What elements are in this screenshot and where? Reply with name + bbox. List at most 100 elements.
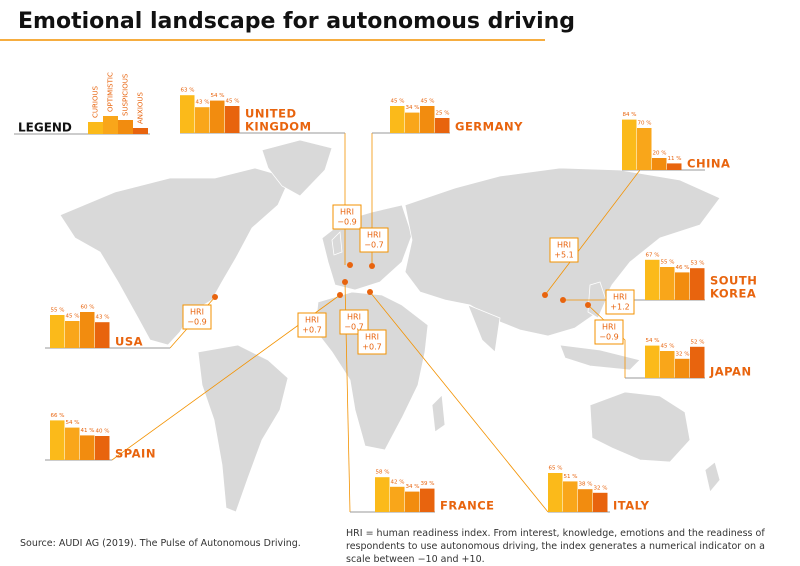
value-label: 63 % <box>181 88 195 94</box>
location-dot <box>560 297 566 303</box>
country-name: JAPAN <box>709 365 752 379</box>
bar <box>690 268 705 300</box>
bar <box>675 358 690 378</box>
hri-box <box>359 227 389 253</box>
value-label: 55 % <box>51 308 65 314</box>
value-label: 52 % <box>691 339 705 345</box>
location-dot <box>585 302 591 308</box>
value-label: 40 % <box>96 429 110 435</box>
country-name: KINGDOM <box>245 120 312 134</box>
hri-label: HRI <box>365 333 379 342</box>
bar <box>660 267 675 300</box>
hri-box <box>357 329 387 355</box>
hri-label: HRI <box>613 293 627 302</box>
value-label: 11 % <box>668 156 682 162</box>
bar <box>225 106 240 133</box>
bar <box>652 158 667 170</box>
bar <box>405 112 420 133</box>
hri-label: HRI <box>602 323 616 332</box>
hri-box <box>605 289 635 315</box>
bar <box>65 321 80 348</box>
country-name: USA <box>115 335 143 349</box>
bar <box>405 491 420 512</box>
bar <box>645 259 660 300</box>
value-label: 20 % <box>653 151 667 157</box>
country-name: CHINA <box>687 157 730 171</box>
country-name: KOREA <box>710 287 756 301</box>
hri-value: +0.7 <box>302 326 321 335</box>
value-label: 70 % <box>638 121 652 127</box>
value-label: 34 % <box>406 105 420 111</box>
value-label: 39 % <box>421 481 435 487</box>
bar <box>210 100 225 133</box>
value-label: 45 % <box>421 99 435 105</box>
value-label: 84 % <box>623 112 637 118</box>
world-map <box>59 139 721 513</box>
bar <box>180 95 195 133</box>
source: Source: AUDI AG (2019). The Pulse of Aut… <box>20 538 301 549</box>
country-name: UNITED <box>245 107 297 121</box>
legend-label: ANXIOUS <box>137 91 145 124</box>
bar <box>578 489 593 512</box>
bar <box>435 118 450 133</box>
location-dot <box>212 294 218 300</box>
hri-box <box>332 204 362 230</box>
bar <box>95 436 110 460</box>
location-dot <box>337 292 343 298</box>
hri-label: HRI <box>557 241 571 250</box>
country-name: SPAIN <box>115 447 156 461</box>
location-dot <box>342 279 348 285</box>
bar <box>420 106 435 133</box>
value-label: 51 % <box>564 474 578 480</box>
legend-swatch <box>133 128 148 134</box>
bar <box>195 107 210 133</box>
hri-value: −0.9 <box>337 218 356 227</box>
legend-label: CURIOUS <box>92 85 100 118</box>
value-label: 54 % <box>646 338 660 344</box>
value-label: 46 % <box>676 265 690 271</box>
location-dot <box>347 262 353 268</box>
location-dot <box>367 289 373 295</box>
bar <box>50 420 65 460</box>
bar <box>375 477 390 512</box>
value-label: 25 % <box>436 111 450 117</box>
hri-value: +5.1 <box>554 251 573 260</box>
hri-label: HRI <box>367 231 381 240</box>
bar <box>690 346 705 378</box>
hri-value: −0.9 <box>599 333 618 342</box>
hri-box <box>549 237 579 263</box>
legend-label: OPTIMISTIC <box>107 72 115 112</box>
country-name: FRANCE <box>440 499 495 513</box>
leader-line <box>587 304 626 378</box>
bar <box>548 473 563 512</box>
country-name: GERMANY <box>455 120 523 134</box>
hri-value: −0.7 <box>344 323 363 332</box>
value-label: 60 % <box>81 305 95 311</box>
value-label: 58 % <box>376 470 390 476</box>
legend-title: LEGEND <box>18 121 72 135</box>
value-label: 34 % <box>406 484 420 490</box>
value-label: 55 % <box>661 260 675 266</box>
bar <box>637 128 652 170</box>
bar <box>95 322 110 348</box>
bar <box>675 272 690 300</box>
bar <box>65 427 80 460</box>
value-label: 41 % <box>81 428 95 434</box>
bar <box>390 106 405 133</box>
bar <box>50 315 65 348</box>
bar <box>645 345 660 378</box>
value-label: 32 % <box>594 485 608 491</box>
value-label: 45 % <box>66 314 80 320</box>
hri-label: HRI <box>347 313 361 322</box>
note: HRI = human readiness index. From intere… <box>346 528 765 565</box>
bar <box>593 492 608 512</box>
value-label: 38 % <box>579 482 593 488</box>
bar <box>80 312 95 348</box>
location-dot <box>542 292 548 298</box>
hri-label: HRI <box>340 208 354 217</box>
value-label: 43 % <box>96 315 110 321</box>
value-label: 32 % <box>676 351 690 357</box>
bar <box>563 481 578 512</box>
